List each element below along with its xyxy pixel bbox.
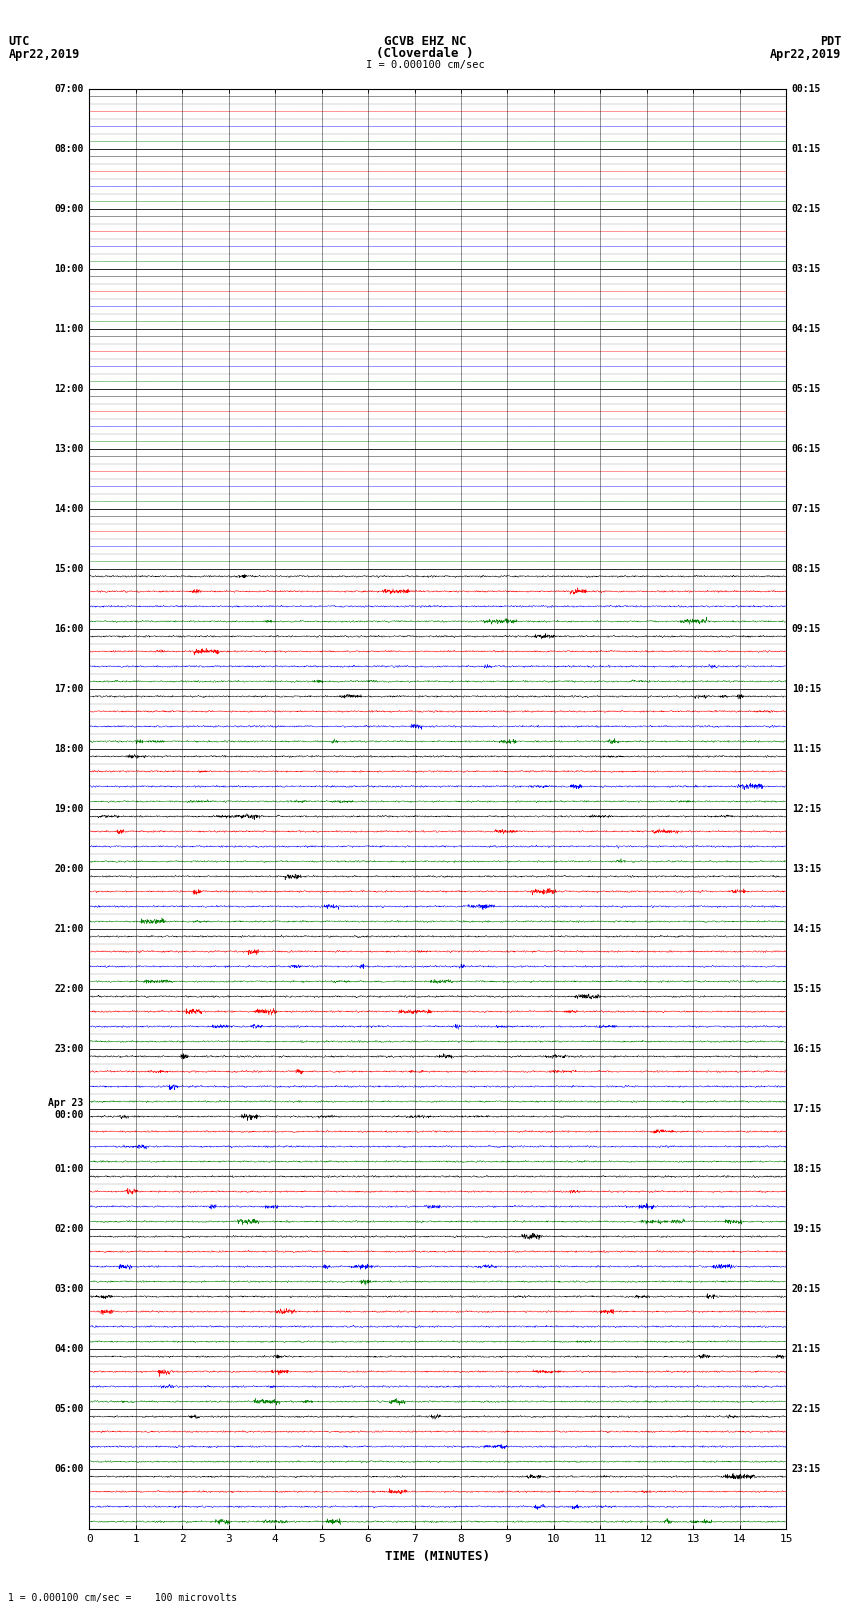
Text: 17:15: 17:15 [792, 1103, 821, 1115]
Text: 09:00: 09:00 [54, 203, 83, 215]
Text: 13:00: 13:00 [54, 444, 83, 453]
Text: 15:00: 15:00 [54, 565, 83, 574]
Text: 16:15: 16:15 [792, 1044, 821, 1053]
Text: 03:15: 03:15 [792, 265, 821, 274]
Text: 21:00: 21:00 [54, 924, 83, 934]
Text: Apr22,2019: Apr22,2019 [770, 48, 842, 61]
Text: 06:15: 06:15 [792, 444, 821, 453]
Text: 07:00: 07:00 [54, 84, 83, 94]
Text: 11:15: 11:15 [792, 744, 821, 753]
X-axis label: TIME (MINUTES): TIME (MINUTES) [385, 1550, 490, 1563]
Text: 08:00: 08:00 [54, 144, 83, 153]
Text: 22:15: 22:15 [792, 1403, 821, 1415]
Text: 19:00: 19:00 [54, 803, 83, 815]
Text: 03:00: 03:00 [54, 1284, 83, 1294]
Text: 02:15: 02:15 [792, 203, 821, 215]
Text: 18:00: 18:00 [54, 744, 83, 753]
Text: PDT: PDT [820, 35, 842, 48]
Text: UTC: UTC [8, 35, 30, 48]
Text: 01:15: 01:15 [792, 144, 821, 153]
Text: 04:00: 04:00 [54, 1344, 83, 1353]
Text: 09:15: 09:15 [792, 624, 821, 634]
Text: 14:00: 14:00 [54, 503, 83, 515]
Text: 17:00: 17:00 [54, 684, 83, 694]
Text: 12:15: 12:15 [792, 803, 821, 815]
Text: 11:00: 11:00 [54, 324, 83, 334]
Text: 10:00: 10:00 [54, 265, 83, 274]
Text: Apr22,2019: Apr22,2019 [8, 48, 80, 61]
Text: GCVB EHZ NC: GCVB EHZ NC [383, 35, 467, 48]
Text: 18:15: 18:15 [792, 1165, 821, 1174]
Text: 16:00: 16:00 [54, 624, 83, 634]
Text: Apr 23
00:00: Apr 23 00:00 [48, 1098, 83, 1119]
Text: 02:00: 02:00 [54, 1224, 83, 1234]
Text: 13:15: 13:15 [792, 865, 821, 874]
Text: I = 0.000100 cm/sec: I = 0.000100 cm/sec [366, 60, 484, 69]
Text: 15:15: 15:15 [792, 984, 821, 994]
Text: 06:00: 06:00 [54, 1465, 83, 1474]
Text: 21:15: 21:15 [792, 1344, 821, 1353]
Text: 19:15: 19:15 [792, 1224, 821, 1234]
Text: 08:15: 08:15 [792, 565, 821, 574]
Text: 05:00: 05:00 [54, 1403, 83, 1415]
Text: 05:15: 05:15 [792, 384, 821, 394]
Text: 20:15: 20:15 [792, 1284, 821, 1294]
Text: 1 = 0.000100 cm/sec =    100 microvolts: 1 = 0.000100 cm/sec = 100 microvolts [8, 1594, 238, 1603]
Text: 23:00: 23:00 [54, 1044, 83, 1053]
Text: 10:15: 10:15 [792, 684, 821, 694]
Text: 07:15: 07:15 [792, 503, 821, 515]
Text: 14:15: 14:15 [792, 924, 821, 934]
Text: 12:00: 12:00 [54, 384, 83, 394]
Text: 01:00: 01:00 [54, 1165, 83, 1174]
Text: (Cloverdale ): (Cloverdale ) [377, 47, 473, 60]
Text: 04:15: 04:15 [792, 324, 821, 334]
Text: 20:00: 20:00 [54, 865, 83, 874]
Text: 23:15: 23:15 [792, 1465, 821, 1474]
Text: 22:00: 22:00 [54, 984, 83, 994]
Text: 00:15: 00:15 [792, 84, 821, 94]
